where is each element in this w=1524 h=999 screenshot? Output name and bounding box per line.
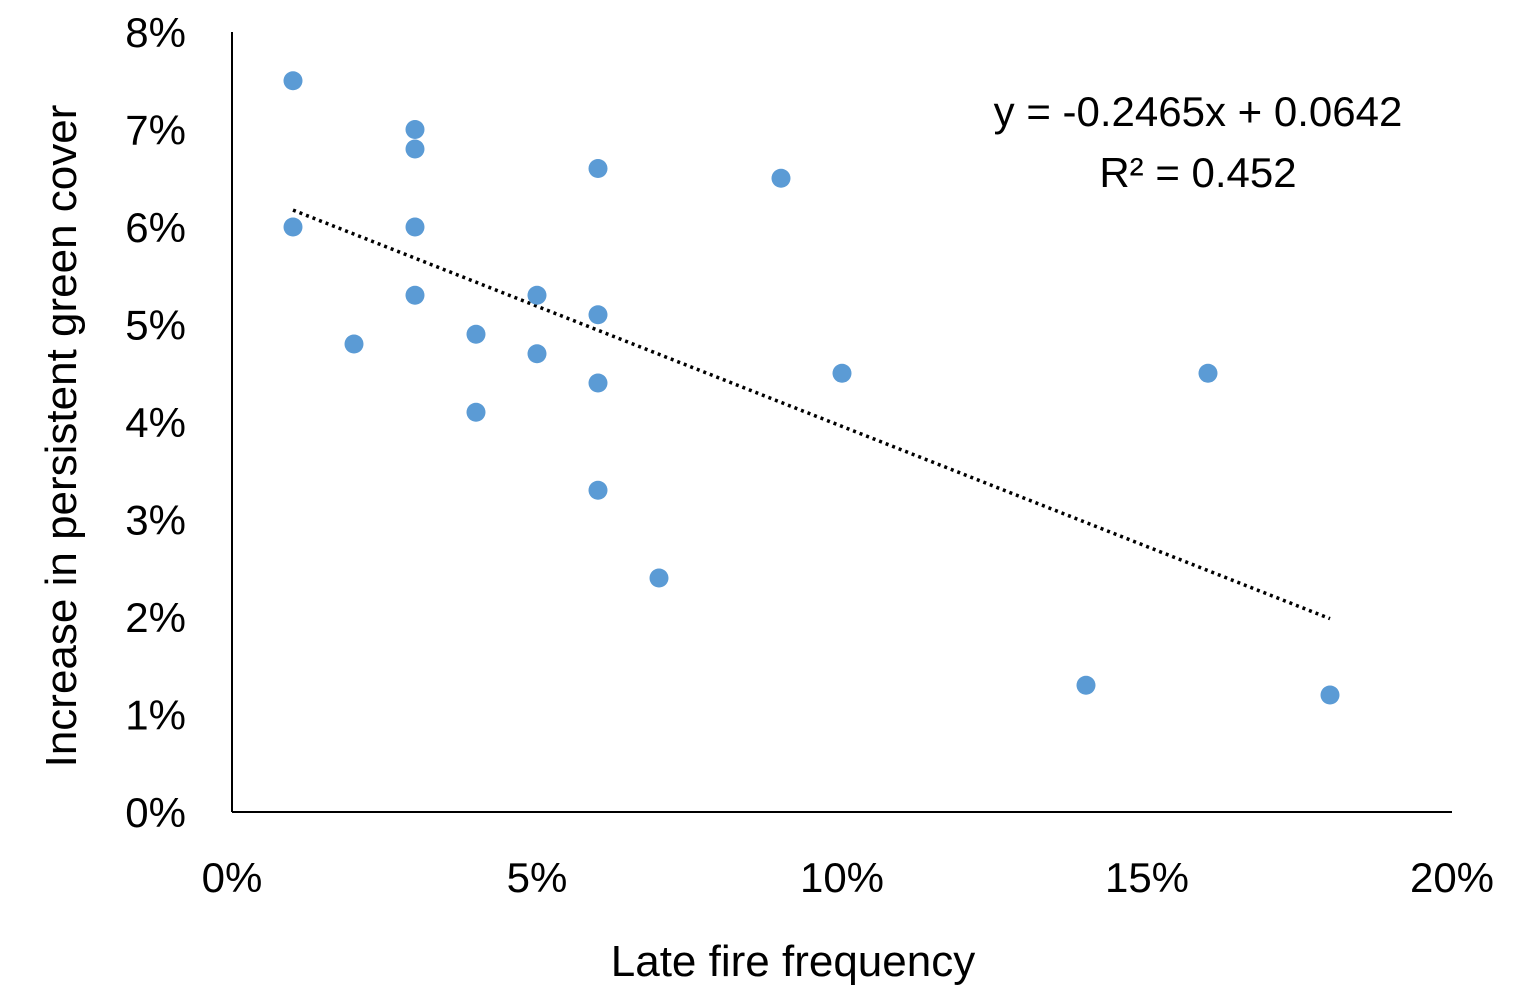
tick-labels: 0% 1% 2% 3% 4% 5% 6% 7% 8% 0% 5% 10% 15% 20% xyxy=(125,9,1494,901)
y-tick-label: 8% xyxy=(125,9,186,56)
data-point xyxy=(649,568,669,588)
data-point xyxy=(1198,363,1218,383)
data-point xyxy=(283,217,303,237)
y-axis-title: Increase in persistent green cover xyxy=(37,105,86,768)
x-tick-label: 15% xyxy=(1105,854,1189,901)
y-tick-label: 3% xyxy=(125,497,186,544)
x-tick-label: 20% xyxy=(1410,854,1494,901)
y-tick-label: 0% xyxy=(125,789,186,836)
x-tick-label: 5% xyxy=(507,854,568,901)
trendline xyxy=(292,208,1331,621)
y-tick-label: 1% xyxy=(125,692,186,739)
x-tick-label: 0% xyxy=(202,854,263,901)
data-point xyxy=(466,324,486,344)
data-point xyxy=(588,480,608,500)
trendline-equation: y = -0.2465x + 0.0642 xyxy=(994,88,1403,135)
data-point xyxy=(405,120,425,139)
data-point xyxy=(283,71,303,91)
axes xyxy=(231,32,1452,813)
data-point xyxy=(771,168,791,188)
data-point xyxy=(832,363,852,383)
data-point xyxy=(588,305,608,325)
y-tick-label: 7% xyxy=(125,107,186,154)
data-points xyxy=(283,71,1340,705)
y-tick-label: 2% xyxy=(125,594,186,641)
data-point xyxy=(405,285,425,305)
data-point xyxy=(588,373,608,393)
y-tick-label: 6% xyxy=(125,204,186,251)
y-tick-label: 4% xyxy=(125,399,186,446)
data-point xyxy=(527,344,547,364)
trendline-r-squared: R² = 0.452 xyxy=(1099,149,1296,196)
data-point xyxy=(466,402,486,422)
x-tick-label: 10% xyxy=(800,854,884,901)
x-axis-title: Late fire frequency xyxy=(611,937,975,986)
data-point xyxy=(588,159,608,178)
data-point xyxy=(344,334,364,354)
data-point xyxy=(1320,685,1340,705)
y-tick-label: 5% xyxy=(125,302,186,349)
data-point xyxy=(527,285,547,305)
trendline-group xyxy=(292,208,1331,621)
data-point xyxy=(405,139,425,159)
data-point xyxy=(1076,675,1096,695)
data-point xyxy=(405,217,425,237)
